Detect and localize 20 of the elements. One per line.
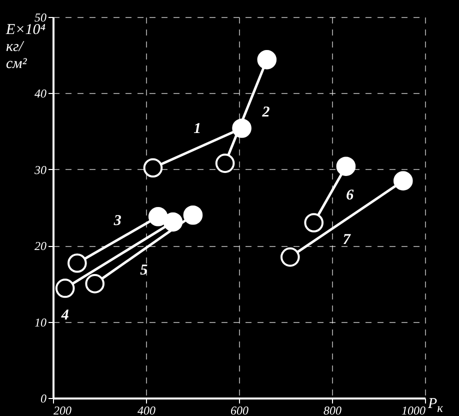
series-label: 4 — [60, 307, 70, 324]
y-tick-label: 30 — [34, 162, 46, 177]
x-axis-title: P$_{к}$ — [428, 396, 444, 416]
y-axis-title: E×10⁴ кг/см² — [6, 22, 46, 73]
y-tick-label: 0 — [40, 392, 46, 406]
y-tick-label: 10 — [34, 315, 46, 330]
x-tick-label: 1000 — [402, 404, 426, 416]
x-tick-label: 600 — [230, 404, 248, 416]
x-tick-label: 800 — [324, 404, 342, 416]
y-tick-label: 20 — [34, 239, 46, 254]
x-tick-label: 200 — [54, 404, 72, 416]
series-label: 3 — [112, 212, 122, 229]
x-tick-label: 400 — [138, 404, 156, 416]
series-label: 5 — [140, 262, 148, 278]
y-tick-label: 50 — [34, 10, 46, 24]
series-label: 2 — [261, 104, 270, 120]
series-label: 1 — [194, 121, 202, 138]
y-tick-label: 40 — [34, 86, 46, 101]
series-label: 7 — [342, 232, 351, 248]
series-label: 6 — [346, 188, 354, 204]
